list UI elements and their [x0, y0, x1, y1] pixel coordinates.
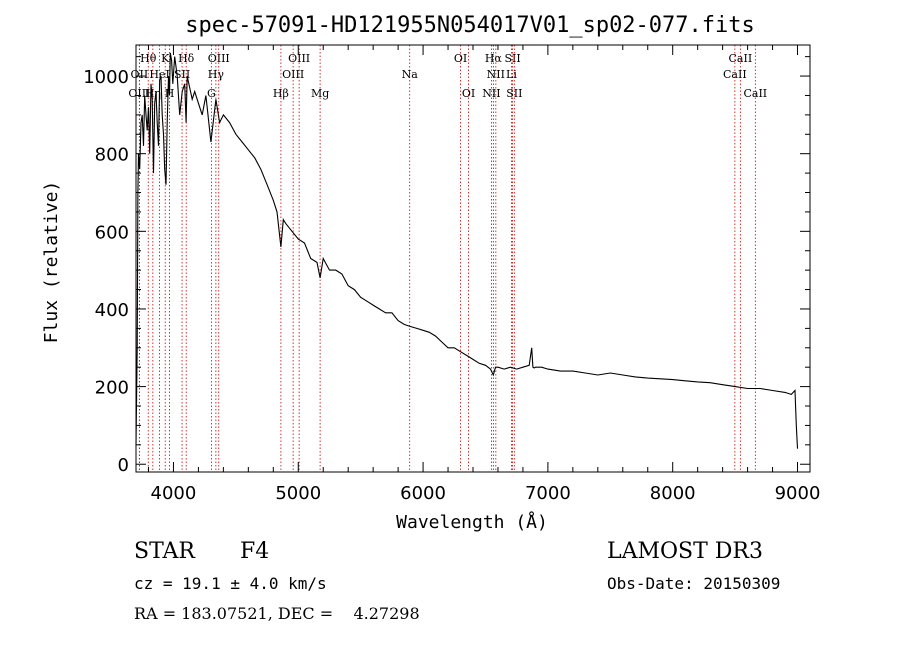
x-tick-label: 8000	[650, 483, 696, 504]
x-tick-label: 5000	[275, 483, 321, 504]
line-marker-label: G	[207, 87, 216, 100]
line-marker-label: OIII	[282, 68, 304, 81]
chart-title: spec-57091-HD121955N054017V01_sp02-077.f…	[185, 13, 755, 38]
y-tick-label: 1000	[83, 67, 129, 88]
line-marker-label: SII	[506, 87, 522, 100]
x-axis-label: Wavelength (Å)	[396, 511, 548, 533]
y-tick-label: 800	[95, 145, 129, 166]
coordinates: RA = 183.07521, DEC = 4.27298	[134, 604, 420, 623]
line-marker-label: Mg	[311, 87, 329, 100]
line-marker-label: NII	[482, 87, 500, 100]
line-marker-label: NII	[487, 68, 505, 81]
y-tick-label: 400	[95, 300, 129, 321]
spectrum-series-line	[135, 52, 799, 449]
line-marker-label: OIII	[208, 52, 230, 65]
x-tick-label: 6000	[400, 483, 446, 504]
y-tick-label: 0	[118, 455, 129, 476]
line-marker-label: HeI	[149, 68, 169, 81]
line-marker-label: OI	[462, 87, 475, 100]
x-tick-label: 4000	[151, 483, 197, 504]
line-marker-label: CaII	[723, 68, 747, 81]
line-marker-label: Hθ	[140, 52, 157, 65]
line-marker-label: Hβ	[273, 87, 289, 100]
line-marker-label: Hγ	[208, 68, 225, 81]
y-tick-label: 600	[95, 222, 129, 243]
redshift-value: cz = 19.1 ± 4.0 km/s	[134, 574, 327, 593]
y-axis-label: Flux (relative)	[41, 181, 62, 344]
line-marker-label: CaII	[743, 87, 767, 100]
line-marker-label: Hα	[485, 52, 503, 65]
line-marker-label: SII	[504, 52, 520, 65]
x-tick-label: 7000	[525, 483, 571, 504]
x-tick-label: 9000	[775, 483, 821, 504]
line-marker-label: Hη	[145, 87, 161, 100]
line-marker-label: K	[161, 52, 170, 65]
obs-date: Obs-Date: 20150309	[607, 574, 781, 593]
object-subclass: F4	[240, 539, 270, 564]
line-marker-label: OI	[454, 52, 467, 65]
line-marker-label: Na	[402, 68, 419, 81]
survey-name: LAMOST DR3	[607, 539, 763, 564]
line-marker-label: Hδ	[178, 52, 195, 65]
line-marker-label: CaII	[729, 52, 753, 65]
object-class: STAR	[134, 539, 195, 564]
y-tick-label: 200	[95, 378, 129, 399]
line-marker-label: OIII	[288, 52, 310, 65]
line-marker-label: Li	[506, 68, 517, 81]
x-axis-ticks: 4000 5000 6000 7000 8000 9000	[147, 45, 821, 504]
plot-frame	[135, 44, 811, 473]
y-axis-ticks: 0 200 400 600 800 1000	[83, 56, 810, 476]
